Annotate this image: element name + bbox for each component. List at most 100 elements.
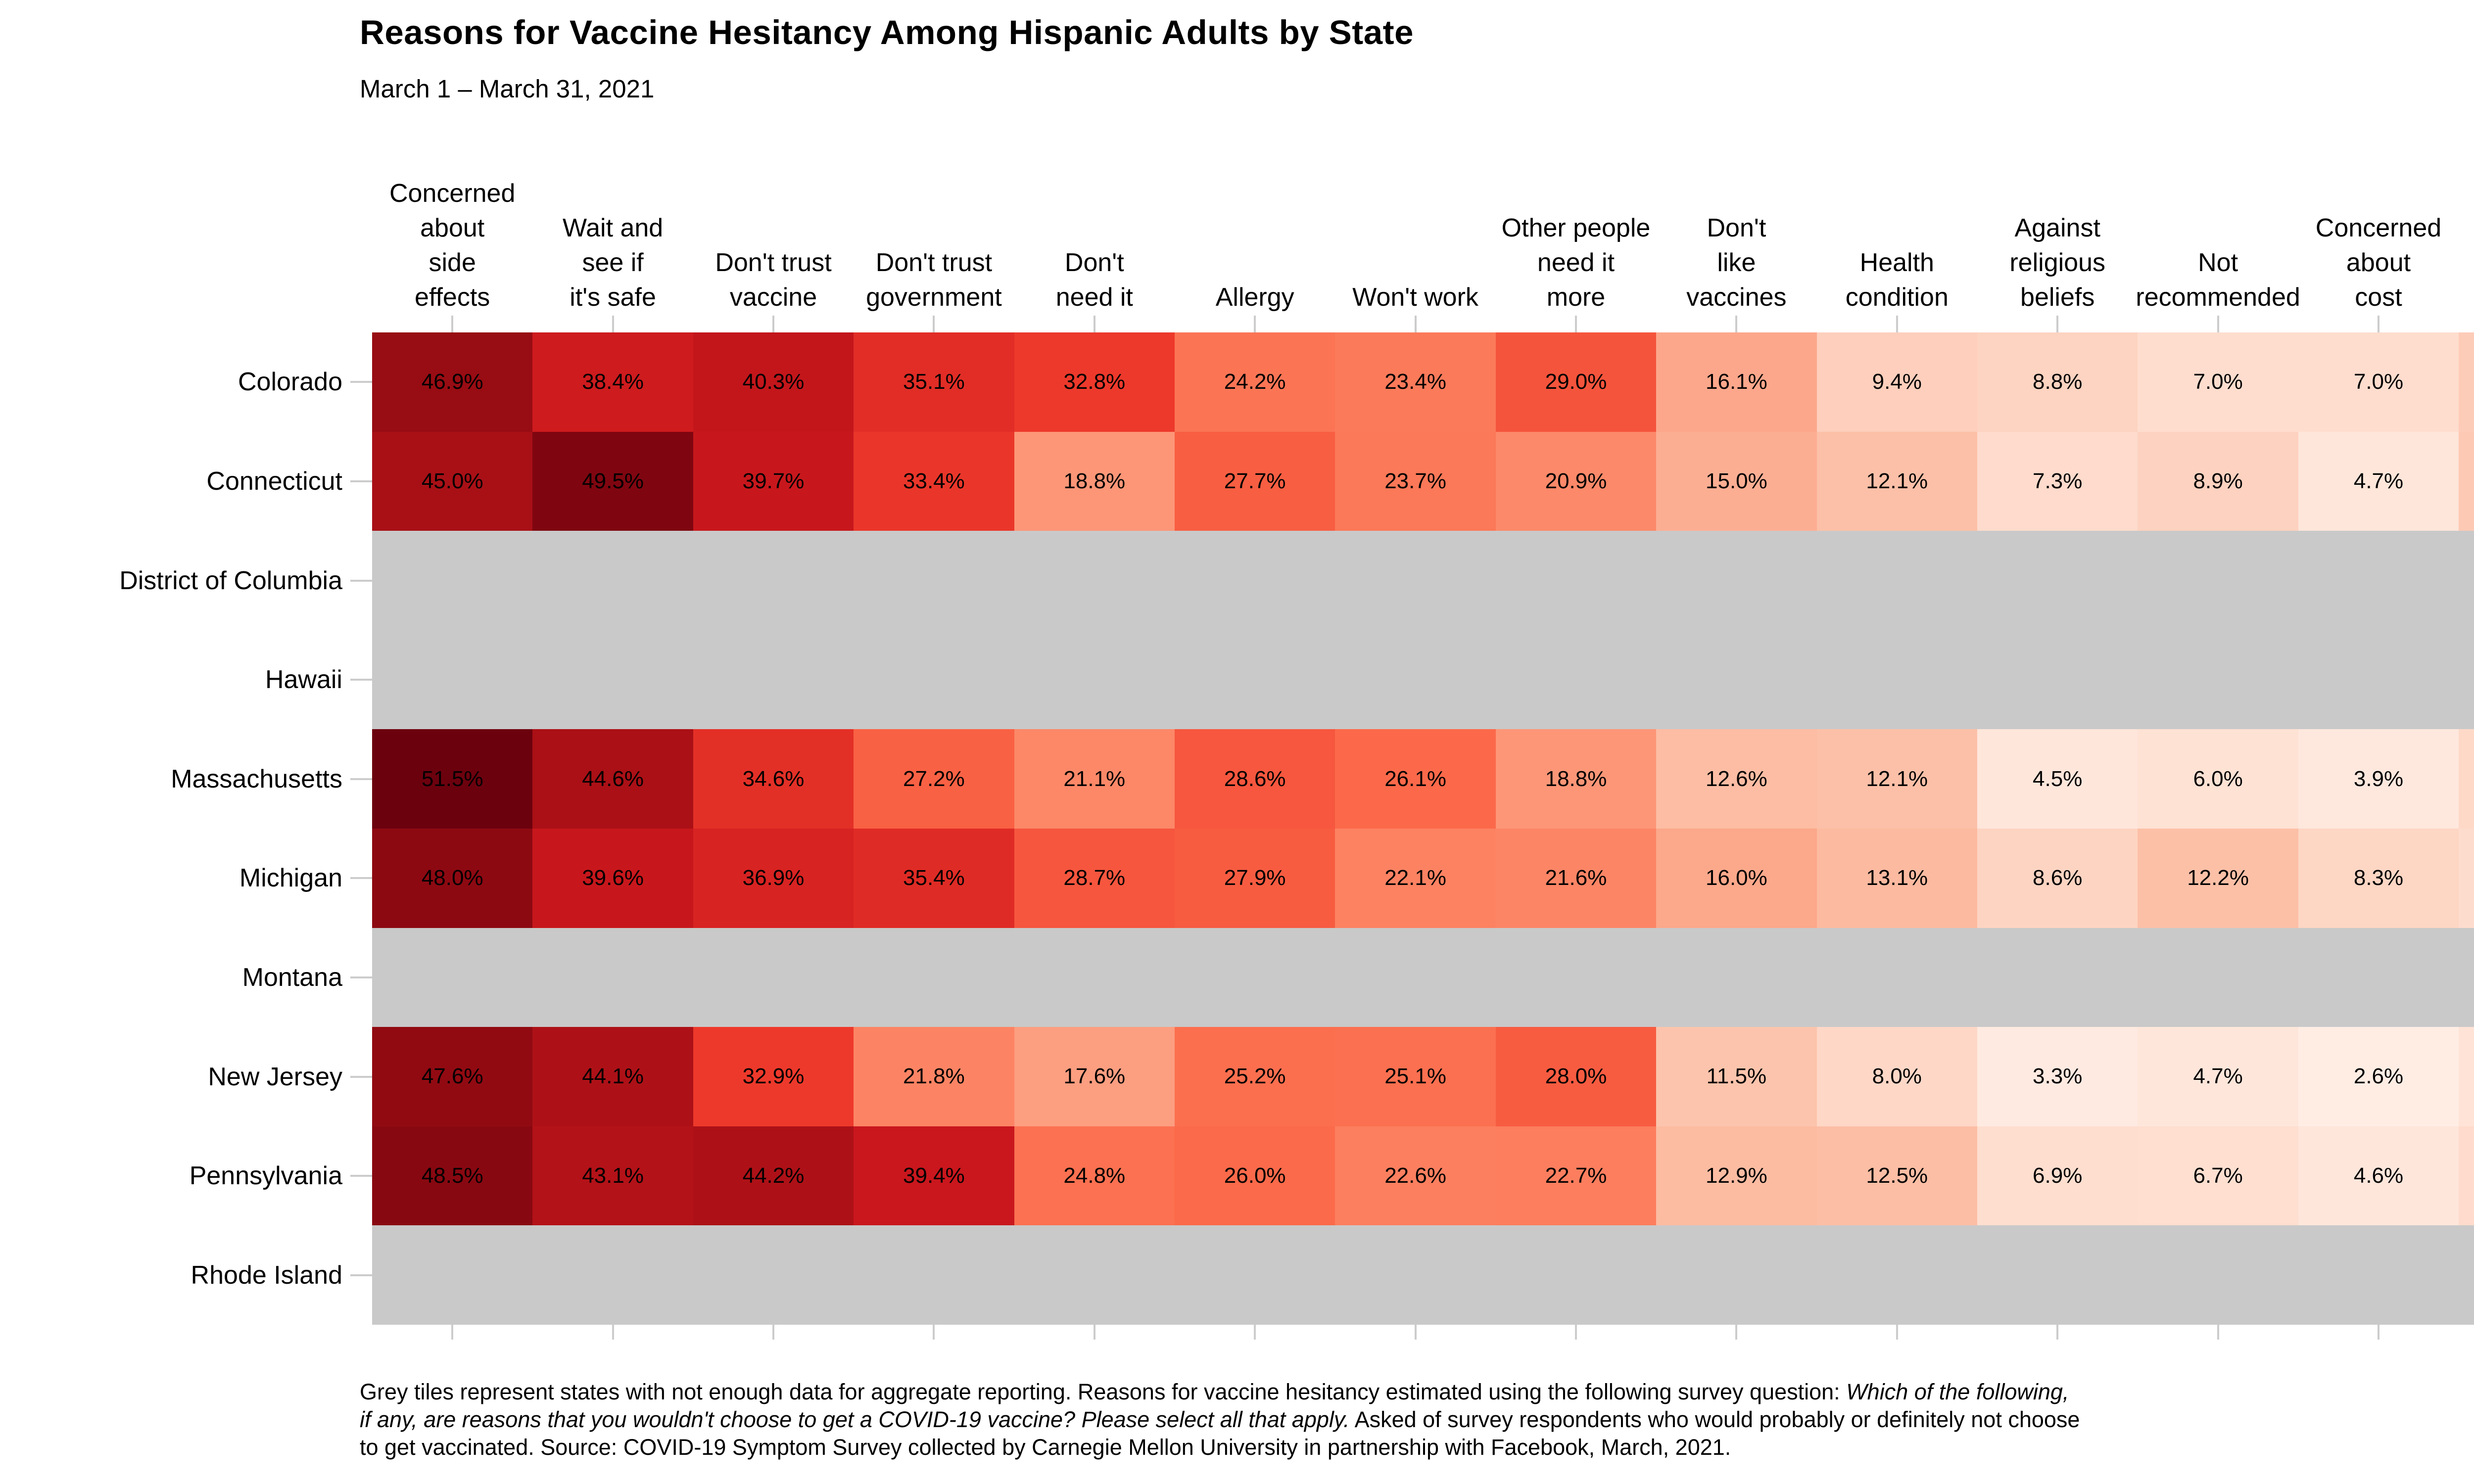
heatmap-cell — [854, 531, 1014, 630]
heatmap-cell: 4.6% — [2298, 1126, 2459, 1226]
heatmap-cell: 32.9% — [693, 1027, 854, 1126]
cell-value: 3.3% — [2033, 1064, 2083, 1089]
heatmap-cell: 27.7% — [1174, 431, 1335, 531]
heatmap-cell — [372, 928, 533, 1027]
heatmap-cell: 35.1% — [854, 332, 1014, 432]
heatmap-cell: 28.0% — [1495, 1027, 1657, 1126]
footnote: Grey tiles represent states with not eno… — [360, 1378, 2080, 1461]
footnote-segment: Asked of survey respondents who would pr… — [1349, 1407, 2080, 1432]
heatmap-cell: 22.7% — [1495, 1126, 1657, 1226]
cell-value: 8.0% — [1872, 1064, 1922, 1089]
footnote-segment: Grey tiles represent states with not eno… — [360, 1379, 1847, 1404]
axis-tick — [1896, 316, 1898, 332]
cell-value: 32.8% — [1063, 370, 1126, 394]
cell-value: 9.4% — [1872, 370, 1922, 394]
cell-value: 29.0% — [1545, 370, 1607, 394]
heatmap-cell — [2459, 1225, 2474, 1325]
heatmap-cell: 23.7% — [1335, 431, 1496, 531]
heatmap-cell — [1335, 630, 1496, 730]
heatmap-cell — [2138, 1225, 2298, 1325]
heatmap-cell: 28.7% — [1014, 829, 1175, 928]
cell-value: 25.2% — [1224, 1064, 1286, 1089]
heatmap-cell: 5.7% — [2459, 1027, 2474, 1126]
cell-value: 34.6% — [742, 766, 805, 791]
cell-value: 21.1% — [1063, 766, 1126, 791]
cell-value: 28.6% — [1224, 766, 1286, 791]
heatmap-cell — [1816, 531, 1977, 630]
heatmap-cell: 24.2% — [1174, 332, 1335, 432]
axis-tick — [350, 976, 372, 978]
axis-tick — [933, 1325, 935, 1340]
heatmap-grid: 46.9% 38.4% 40.3% 35.1% 32.8% 24.2% 23.4% 29.0%… — [372, 332, 2474, 1325]
cell-value: 4.6% — [2353, 1163, 2404, 1188]
column-headers: Concerned about side effects Wait and see if i… — [372, 148, 2474, 315]
cell-value: 8.3% — [2353, 866, 2404, 890]
heatmap-cell: 20.9% — [1495, 431, 1657, 531]
heatmap-cell — [1656, 630, 1817, 730]
heatmap-cell — [1174, 531, 1335, 630]
cell-value: 3.9% — [2353, 766, 2404, 791]
heatmap-cell: 44.6% — [532, 729, 693, 829]
cell-value: 8.8% — [2033, 370, 2083, 394]
cell-value: 16.0% — [1706, 866, 1767, 890]
row-label: Montana — [242, 963, 342, 992]
heatmap-cell: 4.7% — [2298, 431, 2459, 531]
heatmap-cell: 23.4% — [1335, 332, 1496, 432]
heatmap-cell: 12.2% — [2138, 829, 2298, 928]
heatmap-cell: 7.8% — [2459, 729, 2474, 829]
cell-value: 51.5% — [421, 766, 483, 791]
heatmap-cell — [693, 1225, 854, 1325]
cell-value: 32.9% — [742, 1064, 805, 1089]
axis-tick — [1896, 1325, 1898, 1340]
cell-value: 21.6% — [1545, 866, 1607, 890]
axis-tick — [350, 1075, 372, 1078]
heatmap-cell: 44.2% — [693, 1126, 854, 1226]
heatmap-cell — [2459, 531, 2474, 630]
footnote-line: to get vaccinated. Source: COVID-19 Symp… — [360, 1434, 2080, 1461]
heatmap-cell: 28.6% — [1174, 729, 1335, 829]
heatmap-cell — [2138, 531, 2298, 630]
cell-value: 13.1% — [1866, 866, 1928, 890]
heatmap-cell: 39.4% — [854, 1126, 1014, 1226]
axis-tick — [1414, 1325, 1417, 1340]
cell-value: 6.7% — [2193, 1163, 2243, 1188]
axis-tick — [350, 579, 372, 582]
cell-value: 46.9% — [421, 370, 483, 394]
cell-value: 12.1% — [1866, 766, 1928, 791]
footnote-segment: to get vaccinated. Source: COVID-19 Symp… — [360, 1435, 1731, 1460]
heatmap-cell: 48.0% — [372, 829, 533, 928]
heatmap-cell: 7.2% — [2459, 829, 2474, 928]
heatmap-cell — [854, 630, 1014, 730]
heatmap-cell — [1014, 531, 1175, 630]
axis-tick — [772, 1325, 774, 1340]
cell-value: 18.8% — [1545, 766, 1607, 791]
heatmap-cell: 13.1% — [1816, 829, 1977, 928]
cell-value: 12.6% — [1706, 766, 1767, 791]
row-label: New Jersey — [208, 1062, 342, 1091]
cell-value: 21.8% — [903, 1064, 965, 1089]
cell-value: 44.6% — [582, 766, 644, 791]
cell-value: 12.9% — [1706, 1163, 1767, 1188]
heatmap-cell: 39.7% — [693, 431, 854, 531]
chart-subtitle: March 1 – March 31, 2021 — [360, 75, 655, 103]
axis-tick — [350, 1175, 372, 1177]
cell-value: 6.9% — [2033, 1163, 2083, 1188]
heatmap-cell — [2459, 928, 2474, 1027]
cell-value: 47.6% — [421, 1064, 483, 1089]
cell-value: 33.4% — [903, 468, 965, 493]
heatmap-cell — [2138, 630, 2298, 730]
cell-value: 22.1% — [1384, 866, 1446, 890]
axis-tick — [1254, 1325, 1256, 1340]
heatmap-cell — [372, 1225, 533, 1325]
heatmap-cell — [1977, 928, 2138, 1027]
heatmap-cell: 46.9% — [372, 332, 533, 432]
heatmap-cell — [1174, 1225, 1335, 1325]
heatmap-cell: 8.0% — [1816, 1027, 1977, 1126]
heatmap-cell — [1014, 1225, 1175, 1325]
axis-tick — [1735, 316, 1738, 332]
cell-value: 4.7% — [2353, 468, 2404, 493]
heatmap-cell: 10.5% — [2459, 431, 2474, 531]
heatmap-cell — [1014, 630, 1175, 730]
heatmap-cell: 21.1% — [1014, 729, 1175, 829]
heatmap-cell — [1816, 928, 1977, 1027]
